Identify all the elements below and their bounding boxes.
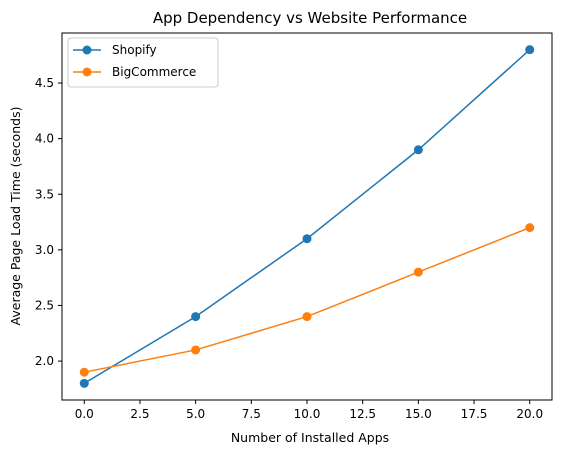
x-axis-label: Number of Installed Apps bbox=[231, 430, 389, 445]
x-tick-label: 2.5 bbox=[130, 407, 149, 421]
chart-title: App Dependency vs Website Performance bbox=[153, 9, 467, 27]
y-axis: 2.0 2.5 3.0 3.5 4.0 4.5 bbox=[35, 76, 62, 368]
legend-label: BigCommerce bbox=[112, 65, 196, 79]
legend-label: Shopify bbox=[112, 43, 157, 57]
y-tick-label: 4.0 bbox=[35, 132, 54, 146]
x-axis: 0.0 2.5 5.0 7.5 10.0 12.5 15.0 17.5 20.0 bbox=[75, 400, 543, 421]
series-shopify bbox=[79, 45, 535, 388]
data-point bbox=[191, 345, 201, 355]
data-point bbox=[413, 145, 423, 155]
x-tick-label: 12.5 bbox=[349, 407, 376, 421]
y-tick-label: 3.0 bbox=[35, 243, 54, 257]
legend: Shopify BigCommerce bbox=[67, 37, 219, 88]
x-tick-label: 10.0 bbox=[294, 407, 321, 421]
data-point bbox=[79, 367, 89, 377]
y-axis-label: Average Page Load Time (seconds) bbox=[8, 107, 23, 326]
x-tick-label: 15.0 bbox=[405, 407, 432, 421]
data-point bbox=[79, 378, 89, 388]
y-tick-label: 4.5 bbox=[35, 76, 54, 90]
series-line bbox=[84, 226, 531, 373]
x-tick-label: 5.0 bbox=[186, 407, 205, 421]
legend-item: Shopify bbox=[73, 43, 157, 57]
y-tick-label: 2.0 bbox=[35, 354, 54, 368]
x-tick-label: 0.0 bbox=[75, 407, 94, 421]
data-point bbox=[302, 312, 312, 322]
x-tick-label: 17.5 bbox=[461, 407, 488, 421]
data-point bbox=[413, 267, 423, 277]
series-layer bbox=[79, 45, 535, 388]
data-point bbox=[525, 45, 535, 55]
legend-marker bbox=[82, 45, 92, 55]
legend-marker bbox=[82, 67, 92, 77]
legend-box bbox=[67, 37, 219, 88]
data-point bbox=[525, 223, 535, 233]
legend-item: BigCommerce bbox=[73, 65, 196, 79]
y-tick-label: 2.5 bbox=[35, 298, 54, 312]
y-tick-label: 3.5 bbox=[35, 187, 54, 201]
series-bigcommerce bbox=[79, 223, 535, 377]
series-line bbox=[83, 49, 531, 384]
data-point bbox=[302, 234, 312, 244]
plot-area-frame bbox=[61, 32, 553, 401]
x-tick-label: 7.5 bbox=[242, 407, 261, 421]
data-point bbox=[191, 312, 201, 322]
x-tick-label: 20.0 bbox=[516, 407, 543, 421]
